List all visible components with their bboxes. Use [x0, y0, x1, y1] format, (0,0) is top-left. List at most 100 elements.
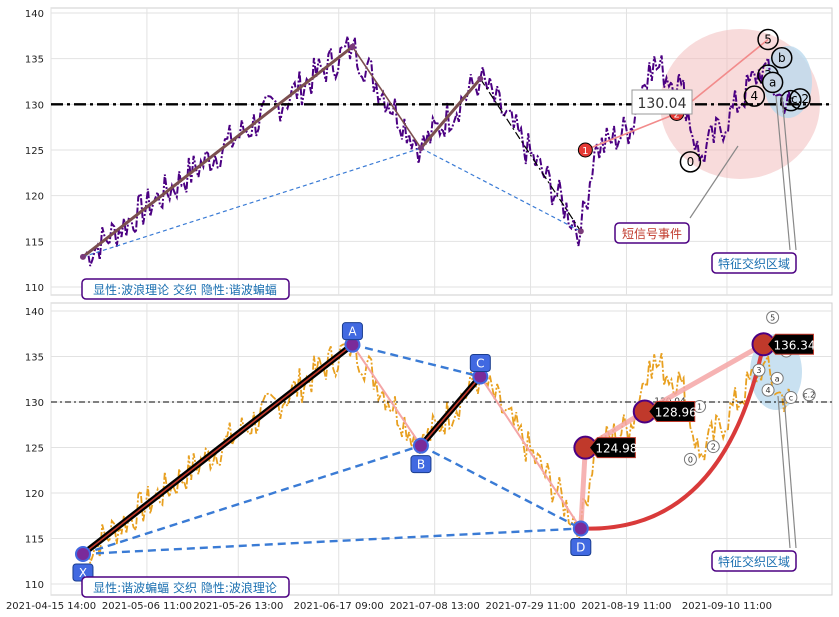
top-hline-label: 130.04 — [631, 89, 693, 115]
count-marker-circle — [780, 89, 802, 112]
small-count-circle — [752, 363, 766, 377]
small-count-label: c — [789, 393, 793, 402]
x-tick-label: 2021-09-10 11:00 — [682, 601, 772, 612]
price-tag-label: 136.34 — [773, 338, 815, 352]
bottom-y-tick-label: 115 — [25, 535, 44, 546]
x-tick-label: 2021-08-19 11:00 — [581, 601, 671, 612]
top-zone-callout: 特征交织区域 — [711, 95, 797, 274]
top-footer-label-text: 显性:波浪理论 交织 隐性:谐波蝙蝠 — [93, 282, 277, 297]
small-count-circle — [706, 440, 720, 454]
top-y-tick-label: 115 — [25, 237, 44, 248]
small-count-label: c.2 — [803, 391, 815, 400]
harmonic-node-badge — [570, 537, 592, 556]
count-marker-label: a — [769, 75, 776, 89]
harmonic-leg-core — [420, 375, 481, 447]
harmonic-node-label: A — [348, 325, 357, 339]
harmonic-leg-pink — [479, 375, 582, 530]
count-marker-circle — [577, 142, 593, 158]
small-count-circle — [766, 310, 780, 324]
bottom-y-tick-label: 130 — [25, 398, 44, 409]
bottom-y-tick-label: 110 — [25, 580, 44, 591]
bottom-footer-label: 显性:谐波蝙蝠 交织 隐性:波浪理论 — [81, 576, 290, 598]
count-marker-label: 2 — [674, 109, 680, 120]
top-y-tick-label: 125 — [25, 146, 44, 157]
count-marker-label: 5 — [764, 32, 772, 46]
harmonic-dash-line — [82, 444, 422, 556]
harmonic-leg-pink — [351, 344, 422, 447]
event-callout: 短信号事件 — [614, 145, 739, 244]
top-zone-callout-text: 特征交织区域 — [718, 256, 790, 271]
x-tick-label: 2021-04-15 14:00 — [6, 601, 96, 612]
harmonic-dash-line — [352, 343, 481, 378]
bottom-harmonic-lines: X A B C D — [72, 322, 766, 582]
harmonic-node-label: X — [79, 566, 87, 580]
count-marker-circle — [679, 151, 702, 173]
harmonic-dash-line — [420, 444, 582, 530]
top-hline-label-text: 130.04 — [638, 96, 687, 112]
small-count-label: 1 — [697, 403, 702, 412]
projection-arc — [580, 343, 766, 531]
small-count-label: a — [775, 374, 780, 383]
count-link-1-2 — [585, 112, 678, 151]
bottom-y-ticks: 110 115 120 125 130 135 140 — [25, 307, 44, 591]
top-y-tick-label: 110 — [25, 283, 44, 294]
small-count-label: 2 — [711, 443, 716, 452]
count-marker-circle — [771, 47, 793, 69]
projection-path — [578, 342, 765, 529]
price-tag-label: 128.96 — [655, 405, 697, 419]
count-marker-label: 4 — [751, 89, 759, 103]
wave-pivot-dot — [417, 145, 424, 152]
bottom-zone-callout-text: 特征交织区域 — [718, 554, 790, 569]
bottom-y-tick-label: 120 — [25, 489, 44, 500]
small-count-label: 3 — [756, 366, 761, 375]
top-y-tick-label: 120 — [25, 192, 44, 203]
small-count-circle — [770, 371, 784, 385]
count-marker-circle — [761, 71, 784, 94]
harmonic-leg-core — [82, 344, 353, 555]
wave-drop-line — [479, 78, 582, 232]
harmonic-node-badge — [341, 322, 363, 341]
harmonic-node-label: D — [576, 540, 585, 554]
x-tick-label: 2021-06-17 09:00 — [294, 601, 384, 612]
bottom-footer-label-text: 显性:谐波蝙蝠 交织 隐性:波浪理论 — [93, 580, 277, 595]
bottom-y-tick-label: 125 — [25, 444, 44, 455]
bottom-panel-frame — [50, 302, 833, 596]
wave-corrective-line — [351, 46, 422, 149]
small-count-circle — [784, 390, 798, 404]
x-tick-label: 2021-05-06 11:00 — [102, 601, 192, 612]
wave-pivot-dot — [477, 75, 484, 82]
bottom-price-tags: 124.98 128.96 136.34 — [573, 332, 815, 460]
wave-impulse-line — [82, 45, 354, 259]
harmonic-node-label: C — [476, 357, 484, 371]
bottom-y-tick-label: 140 — [25, 307, 44, 318]
wave-impulse-line — [419, 77, 482, 150]
count-marker-label: c.2 — [791, 92, 809, 106]
harmonic-node — [572, 520, 589, 537]
x-axis-ticks: 2021-04-15 14:00 2021-05-06 11:00 2021-05-… — [6, 601, 772, 612]
top-y-tick-label: 130 — [25, 100, 44, 111]
price-tag-box — [588, 437, 636, 459]
bottom-zone-callout: 特征交织区域 — [711, 395, 797, 572]
price-tag-label: 124.98 — [595, 442, 637, 456]
bottom-y-tick-label: 135 — [25, 353, 44, 364]
count-marker-label: 0 — [687, 155, 695, 169]
wave-pivot-dot — [79, 253, 86, 260]
top-y-tick-label: 140 — [25, 9, 44, 20]
top-footer-label: 显性:波浪理论 交织 隐性:谐波蝙蝠 — [81, 278, 290, 300]
harmonic-node — [412, 437, 429, 454]
small-count-label: 0 — [688, 455, 693, 464]
small-count-circle — [683, 452, 697, 466]
harmonic-node — [74, 545, 91, 562]
wave-pivot-dot — [349, 43, 356, 50]
small-count-label: 4 — [766, 386, 771, 395]
top-wave-lines — [79, 43, 584, 260]
x-tick-label: 2021-07-08 13:00 — [390, 601, 480, 612]
wave-trend-dash — [82, 147, 422, 258]
event-callout-text: 短信号事件 — [622, 227, 682, 241]
count-marker-circle — [789, 88, 811, 110]
small-count-circle — [802, 388, 816, 402]
x-tick-label: 2021-05-26 13:00 — [193, 601, 283, 612]
